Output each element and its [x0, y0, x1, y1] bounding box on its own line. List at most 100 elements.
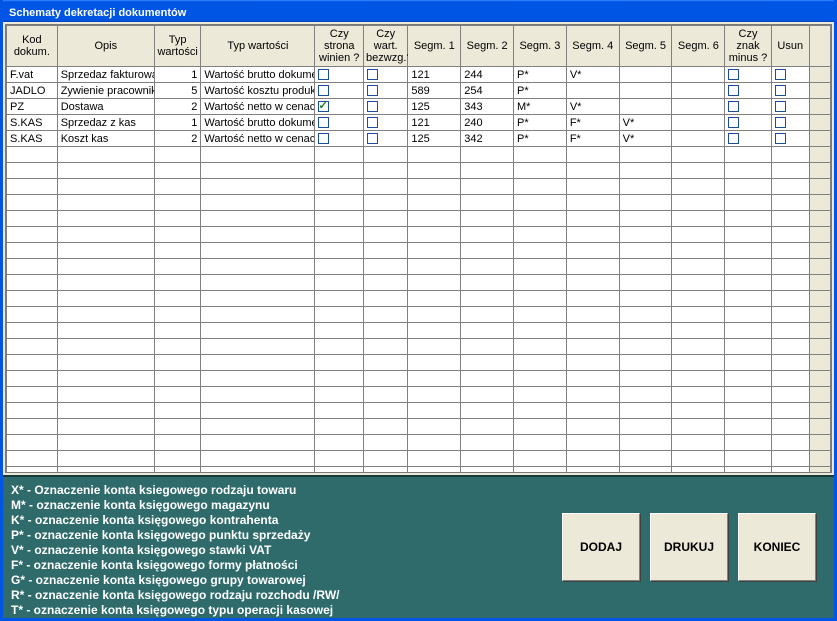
cell-s3[interactable]	[514, 291, 567, 307]
cell-s4[interactable]	[566, 291, 619, 307]
col-header-typw[interactable]: Typwartości	[154, 26, 200, 67]
col-header-s6[interactable]: Segm. 6	[672, 26, 725, 67]
table-row[interactable]	[7, 259, 831, 275]
cell-s1[interactable]	[408, 259, 461, 275]
cell-s1[interactable]	[408, 339, 461, 355]
cell-typwl[interactable]	[201, 323, 315, 339]
cell-s5[interactable]	[619, 419, 672, 435]
cell-kod[interactable]: S.KAS	[7, 131, 58, 147]
cell-s3[interactable]	[514, 243, 567, 259]
winien-checkbox[interactable]	[318, 69, 329, 80]
cell-usun[interactable]	[771, 355, 809, 371]
col-header-s2[interactable]: Segm. 2	[461, 26, 514, 67]
cell-typwl[interactable]	[201, 371, 315, 387]
cell-s3[interactable]	[514, 371, 567, 387]
cell-s3[interactable]	[514, 403, 567, 419]
cell-opis[interactable]	[57, 195, 154, 211]
cell-bezwzg[interactable]	[364, 355, 408, 371]
cell-opis[interactable]	[57, 307, 154, 323]
cell-typwl[interactable]	[201, 291, 315, 307]
cell-s6[interactable]	[672, 387, 725, 403]
cell-s2[interactable]	[461, 435, 514, 451]
cell-typw[interactable]	[154, 387, 200, 403]
cell-kod[interactable]	[7, 307, 58, 323]
cell-typwl[interactable]	[201, 451, 315, 467]
cell-typw[interactable]: 2	[154, 131, 200, 147]
cell-usun[interactable]	[771, 387, 809, 403]
cell-s3[interactable]	[514, 323, 567, 339]
cell-minus[interactable]	[725, 179, 771, 195]
cell-s6[interactable]	[672, 339, 725, 355]
cell-minus[interactable]	[725, 323, 771, 339]
cell-s2[interactable]: 244	[461, 67, 514, 83]
col-header-winien[interactable]: Czy stronawinien ?	[315, 26, 364, 67]
col-header-opis[interactable]: Opis	[57, 26, 154, 67]
cell-winien[interactable]	[315, 467, 364, 473]
cell-s6[interactable]	[672, 131, 725, 147]
cell-typwl[interactable]	[201, 259, 315, 275]
cell-typw[interactable]	[154, 291, 200, 307]
cell-minus[interactable]	[725, 163, 771, 179]
usun-checkbox[interactable]	[775, 133, 786, 144]
col-header-usun[interactable]: Usun	[771, 26, 809, 67]
cell-winien[interactable]	[315, 323, 364, 339]
cell-s4[interactable]	[566, 323, 619, 339]
cell-winien[interactable]	[315, 115, 364, 131]
cell-typw[interactable]	[154, 435, 200, 451]
cell-s4[interactable]: F*	[566, 131, 619, 147]
cell-s5[interactable]	[619, 227, 672, 243]
cell-s6[interactable]	[672, 275, 725, 291]
close-button[interactable]: KONIEC	[738, 513, 816, 581]
cell-typwl[interactable]	[201, 387, 315, 403]
minus-checkbox[interactable]	[728, 117, 739, 128]
cell-opis[interactable]	[57, 275, 154, 291]
cell-s6[interactable]	[672, 403, 725, 419]
cell-s2[interactable]	[461, 387, 514, 403]
cell-opis[interactable]	[57, 179, 154, 195]
cell-kod[interactable]	[7, 435, 58, 451]
col-header-s5[interactable]: Segm. 5	[619, 26, 672, 67]
cell-s2[interactable]	[461, 163, 514, 179]
cell-usun[interactable]	[771, 163, 809, 179]
cell-typw[interactable]	[154, 323, 200, 339]
cell-usun[interactable]	[771, 403, 809, 419]
cell-opis[interactable]: Sprzedaz z kas	[57, 115, 154, 131]
table-row[interactable]	[7, 451, 831, 467]
cell-winien[interactable]	[315, 147, 364, 163]
table-row[interactable]: S.KASSprzedaz z kas1Wartość brutto dokum…	[7, 115, 831, 131]
cell-s2[interactable]	[461, 355, 514, 371]
cell-s3[interactable]	[514, 275, 567, 291]
cell-s3[interactable]: P*	[514, 131, 567, 147]
cell-s1[interactable]	[408, 355, 461, 371]
table-row[interactable]: PZDostawa2Wartość netto w cenach zaku125…	[7, 99, 831, 115]
cell-minus[interactable]	[725, 419, 771, 435]
cell-usun[interactable]	[771, 195, 809, 211]
cell-kod[interactable]: S.KAS	[7, 115, 58, 131]
table-row[interactable]	[7, 291, 831, 307]
cell-minus[interactable]	[725, 371, 771, 387]
table-row[interactable]	[7, 147, 831, 163]
cell-bezwzg[interactable]	[364, 163, 408, 179]
cell-s1[interactable]	[408, 163, 461, 179]
cell-s2[interactable]	[461, 291, 514, 307]
cell-s3[interactable]	[514, 307, 567, 323]
bezwzg-checkbox[interactable]	[367, 69, 378, 80]
cell-s5[interactable]	[619, 467, 672, 473]
cell-typwl[interactable]	[201, 435, 315, 451]
cell-opis[interactable]	[57, 243, 154, 259]
cell-s2[interactable]	[461, 467, 514, 473]
cell-kod[interactable]	[7, 371, 58, 387]
cell-winien[interactable]	[315, 259, 364, 275]
cell-s4[interactable]	[566, 259, 619, 275]
cell-s2[interactable]	[461, 227, 514, 243]
cell-s6[interactable]	[672, 371, 725, 387]
cell-usun[interactable]	[771, 435, 809, 451]
table-row[interactable]	[7, 403, 831, 419]
cell-usun[interactable]	[771, 227, 809, 243]
cell-kod[interactable]	[7, 259, 58, 275]
cell-minus[interactable]	[725, 67, 771, 83]
cell-minus[interactable]	[725, 307, 771, 323]
cell-s5[interactable]: V*	[619, 131, 672, 147]
cell-winien[interactable]	[315, 67, 364, 83]
cell-winien[interactable]	[315, 403, 364, 419]
